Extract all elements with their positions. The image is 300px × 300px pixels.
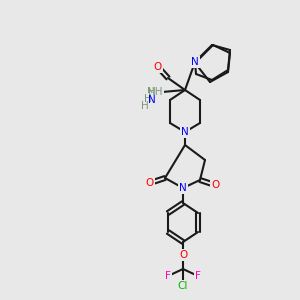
Text: N: N (148, 95, 156, 105)
Text: H: H (148, 87, 156, 97)
Text: H: H (144, 94, 152, 104)
Text: F: F (165, 271, 171, 281)
Text: F: F (195, 271, 201, 281)
Text: Cl: Cl (178, 281, 188, 291)
Text: N: N (181, 127, 189, 137)
Text: NH: NH (147, 87, 163, 97)
Text: O: O (211, 180, 219, 190)
Text: O: O (154, 62, 162, 72)
Text: O: O (179, 250, 187, 260)
Text: O: O (146, 178, 154, 188)
Text: H: H (141, 101, 149, 111)
Text: N: N (179, 183, 187, 193)
Text: N: N (191, 57, 199, 67)
